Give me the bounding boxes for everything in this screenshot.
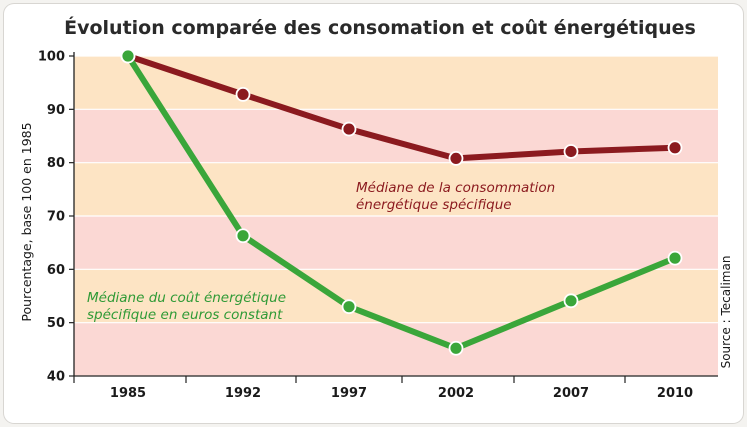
series-label-consumption: Médiane de la consommation [356, 180, 555, 196]
data-point [341, 121, 357, 137]
data-point [120, 48, 136, 64]
series-label-cost: spécifique en euros constant [87, 307, 283, 323]
data-point [235, 87, 251, 102]
y-tick-label: 60 [47, 263, 65, 278]
chart-frame: Évolution comparée des consomation et co… [4, 4, 743, 423]
data-point [667, 140, 683, 156]
data-point [563, 293, 579, 309]
background-band [74, 162, 718, 216]
y-tick-label: 100 [38, 50, 65, 65]
y-tick-label: 90 [47, 103, 65, 118]
x-tick-label: 2010 [657, 386, 693, 401]
data-point [563, 144, 579, 159]
data-point [448, 150, 464, 166]
background-band [74, 56, 718, 110]
series-line-2 [125, 53, 678, 352]
line-chart: Évolution comparée des consomation et co… [19, 16, 733, 401]
x-tick-label: 1992 [225, 386, 261, 401]
chart-title: Évolution comparée des consomation et co… [64, 16, 696, 39]
background-band [74, 216, 718, 270]
x-tick-label: 2002 [438, 386, 474, 401]
series-label-cost: Médiane du coût énergétique [87, 290, 286, 306]
x-tick-label: 1985 [110, 386, 146, 401]
x-tick-label: 2007 [553, 386, 589, 401]
data-point [341, 299, 357, 315]
y-axis-label: Pourcentage, base 100 en 1985 [19, 122, 34, 321]
y-tick-label: 70 [47, 210, 65, 225]
series-line-1 [125, 53, 678, 162]
y-tick-label: 50 [47, 316, 65, 331]
background-band [74, 322, 718, 376]
y-tick-label: 40 [47, 370, 65, 385]
x-tick-label: 1997 [331, 386, 367, 401]
data-point [448, 340, 464, 356]
y-tick-label: 80 [47, 156, 65, 171]
source-label: Source : Tecaliman [719, 256, 733, 369]
data-point [235, 228, 251, 244]
series-label-consumption: énergétique spécifique [356, 197, 512, 213]
data-point [667, 250, 683, 266]
background-band [74, 269, 718, 323]
